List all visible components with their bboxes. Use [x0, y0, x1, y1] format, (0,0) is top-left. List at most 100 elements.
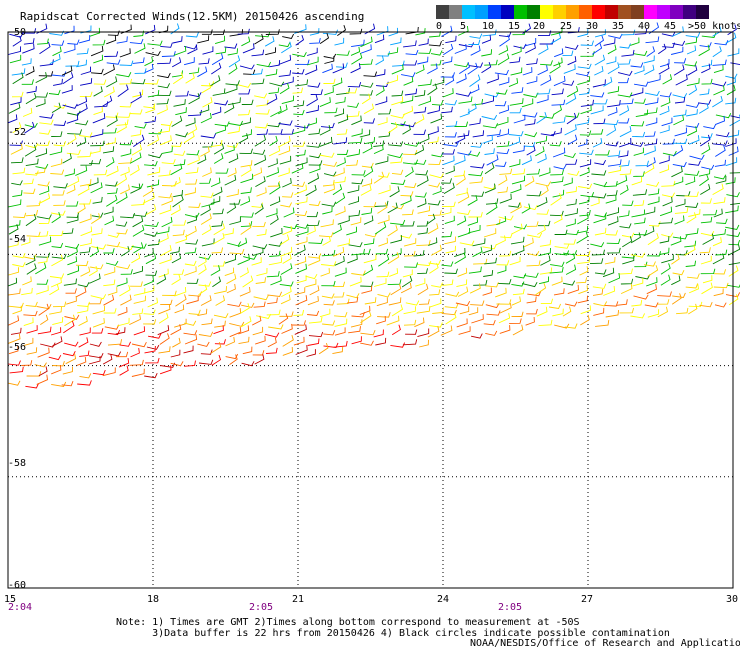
- wind-barb: [78, 35, 91, 44]
- wind-barb: [53, 141, 67, 147]
- wind-barb: [361, 285, 373, 294]
- wind-barb: [214, 286, 227, 295]
- wind-barb: [184, 266, 197, 276]
- wind-barb: [579, 149, 594, 155]
- x-label-21: 21: [292, 594, 305, 605]
- wind-barb: [684, 191, 699, 197]
- wind-barb: [592, 283, 607, 289]
- wind-barb: [430, 113, 443, 124]
- wind-barb: [132, 265, 143, 275]
- wind-barb: [253, 294, 269, 301]
- wind-barb: [265, 47, 277, 56]
- wind-barb: [594, 35, 605, 47]
- wind-barb: [725, 157, 738, 167]
- wind-barb: [469, 84, 480, 95]
- wind-barb: [51, 131, 63, 137]
- wind-barb: [76, 96, 88, 107]
- wind-barb: [26, 347, 38, 355]
- wind-barb: [175, 132, 188, 138]
- wind-barb: [39, 59, 54, 67]
- wind-barb: [79, 327, 91, 336]
- x-label-15: 15: [4, 594, 17, 605]
- wind-barb: [266, 309, 281, 316]
- wind-barb: [508, 202, 521, 208]
- wind-barb: [75, 286, 87, 298]
- wind-barb: [578, 196, 590, 205]
- wind-barb: [115, 192, 128, 205]
- wind-barb: [133, 326, 145, 336]
- wind-barb: [486, 74, 499, 84]
- wind-barb: [468, 62, 484, 68]
- wind-barb: [538, 220, 551, 227]
- wind-barb: [467, 62, 478, 75]
- wind-barb: [386, 315, 400, 326]
- wind-barb: [521, 155, 532, 166]
- wind-barb: [670, 46, 684, 55]
- wind-barb: [35, 98, 46, 108]
- wind-barb: [80, 78, 93, 86]
- wind-barb: [133, 242, 144, 254]
- wind-barb: [672, 234, 688, 240]
- wind-barb: [643, 163, 655, 175]
- map-frame: [7, 31, 734, 589]
- wind-barb: [240, 222, 252, 235]
- wind-barb: [254, 33, 264, 45]
- wind-barb: [672, 270, 685, 276]
- wind-barb: [225, 353, 239, 360]
- wind-barb: [107, 329, 121, 336]
- wind-barb: [158, 193, 173, 199]
- wind-barb: [238, 82, 252, 88]
- wind-barb: [67, 110, 81, 116]
- wind-barb: [430, 244, 442, 256]
- wind-barb: [270, 106, 282, 117]
- wind-barb: [400, 122, 416, 128]
- wind-barb: [616, 175, 628, 186]
- wind-barb: [346, 149, 361, 157]
- wind-barb: [346, 88, 358, 94]
- wind-barb: [602, 267, 615, 278]
- wind-barb: [699, 174, 709, 186]
- wind-barb: [268, 324, 284, 330]
- wind-barb: [91, 328, 104, 334]
- wind-barb: [197, 154, 207, 165]
- wind-barb: [173, 45, 187, 56]
- wind-barb: [360, 330, 376, 336]
- wind-barb: [173, 159, 186, 167]
- wind-barb: [607, 216, 619, 226]
- wind-barb: [454, 121, 469, 127]
- wind-barb: [445, 35, 457, 44]
- wind-barb: [161, 159, 176, 165]
- wind-barb: [241, 99, 254, 106]
- wind-barb: [76, 137, 87, 147]
- wind-barb: [481, 34, 492, 44]
- wind-barb: [62, 350, 76, 357]
- wind-barb: [376, 271, 390, 278]
- wind-barb: [105, 137, 116, 145]
- wind-barb: [132, 308, 144, 315]
- wind-barb: [417, 79, 432, 87]
- wind-barb: [387, 47, 399, 55]
- wind-barb: [351, 336, 362, 345]
- wind-barb: [323, 300, 335, 306]
- wind-barb: [375, 69, 386, 77]
- wind-barb: [417, 227, 428, 235]
- wind-barb: [25, 170, 39, 176]
- time-label-3: 2:05: [498, 602, 523, 613]
- wind-barb: [700, 255, 712, 265]
- wind-barb: [661, 192, 675, 198]
- wind-barb: [671, 26, 684, 37]
- wind-barb: [266, 93, 278, 105]
- wind-barb: [211, 106, 222, 116]
- wind-barb: [607, 62, 620, 75]
- wind-barb: [376, 51, 391, 57]
- wind-barb: [120, 184, 130, 195]
- y-label-58: -58: [8, 458, 27, 469]
- scale-label-0: 0: [436, 21, 443, 32]
- wind-barb: [698, 168, 711, 177]
- wind-barb: [107, 287, 118, 296]
- wind-barb: [645, 117, 658, 126]
- wind-barb: [334, 327, 346, 336]
- wind-barb: [472, 246, 483, 258]
- wind-barb: [160, 299, 173, 305]
- wind-barb: [133, 287, 146, 296]
